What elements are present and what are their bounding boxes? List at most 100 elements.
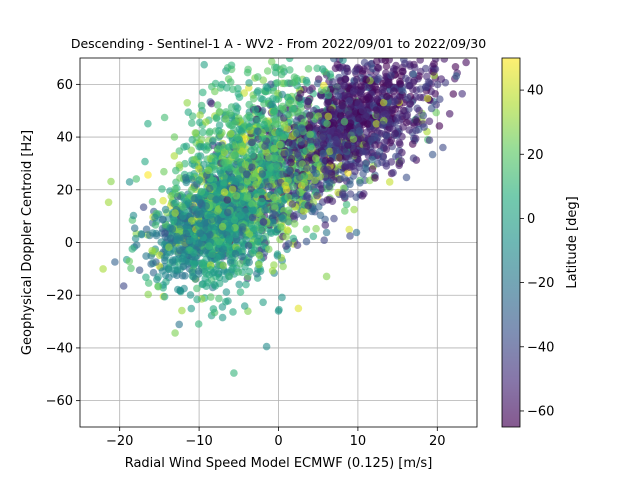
scatter-point — [320, 236, 329, 244]
scatter-point — [248, 163, 256, 171]
scatter-point — [131, 234, 140, 243]
scatter-point — [307, 143, 315, 151]
scatter-point — [390, 87, 398, 95]
scatter-point — [367, 136, 375, 144]
scatter-point — [216, 169, 225, 177]
scatter-point — [220, 188, 229, 196]
scatter-point — [160, 253, 169, 262]
scatter-point — [261, 142, 269, 150]
scatter-point — [435, 122, 444, 130]
scatter-point — [280, 119, 289, 128]
scatter-point — [153, 275, 161, 284]
scatter-point — [171, 209, 179, 217]
scatter-point — [332, 97, 341, 106]
scatter-point — [258, 170, 267, 178]
scatter-point — [300, 207, 308, 215]
scatter-point — [439, 143, 447, 152]
scatter-point — [321, 221, 330, 229]
colorbar-tick-label: 0 — [527, 212, 535, 227]
scatter-point — [321, 215, 329, 224]
scatter-point — [234, 175, 243, 183]
colorbar-tick-label: 40 — [527, 84, 544, 99]
x-tick-label: −10 — [185, 434, 212, 449]
scatter-point — [207, 99, 216, 108]
scatter-point — [368, 165, 377, 173]
scatter-point — [355, 127, 364, 135]
scatter-point — [207, 223, 216, 231]
scatter-point — [382, 62, 391, 70]
scatter-point — [287, 154, 296, 163]
scatter-point — [213, 145, 222, 153]
scatter-point — [324, 91, 333, 100]
scatter-point — [263, 67, 272, 75]
scatter-point — [229, 264, 237, 272]
scatter-point — [171, 189, 179, 198]
scatter-point — [268, 218, 277, 227]
scatter-point — [462, 58, 470, 67]
scatter-point — [338, 133, 346, 141]
scatter-point — [168, 256, 177, 265]
scatter-point — [274, 307, 283, 315]
scatter-point — [191, 129, 200, 137]
scatter-point — [196, 142, 205, 151]
scatter-point — [215, 121, 224, 129]
scatter-point — [229, 308, 237, 316]
scatter-point — [179, 212, 187, 220]
scatter-point — [410, 60, 418, 69]
scatter-point — [262, 342, 271, 351]
scatter-point — [272, 161, 281, 169]
scatter-point — [206, 230, 214, 239]
scatter-point — [353, 63, 362, 72]
scatter-point — [378, 85, 387, 94]
scatter-point — [137, 230, 146, 239]
scatter-point — [265, 182, 273, 191]
scatter-point — [285, 58, 294, 63]
scatter-point — [241, 160, 250, 169]
scatter-point — [362, 75, 371, 84]
scatter-point — [358, 192, 367, 200]
scatter-point — [195, 239, 203, 247]
scatter-point — [233, 133, 242, 141]
scatter-point — [344, 141, 352, 149]
scatter-point — [296, 100, 305, 108]
scatter-point — [458, 90, 467, 98]
scatter-point — [361, 160, 370, 168]
scatter-point — [253, 73, 262, 81]
scatter-point — [352, 228, 361, 237]
scatter-point — [125, 257, 134, 266]
scatter-point — [372, 120, 381, 128]
scatter-point — [193, 295, 201, 304]
scatter-point — [290, 73, 299, 81]
scatter-point — [181, 272, 189, 280]
scatter-point — [210, 268, 218, 277]
scatter-point — [284, 110, 292, 119]
scatter-point — [214, 215, 222, 224]
scatter-point — [219, 261, 228, 270]
scatter-point — [238, 223, 247, 231]
scatter-point — [290, 104, 298, 113]
scatter-point — [190, 195, 199, 203]
scatter-point — [268, 267, 277, 275]
scatter-point — [160, 292, 169, 301]
scatter-point — [285, 99, 294, 108]
scatter-point — [170, 133, 179, 141]
scatter-point — [302, 225, 311, 234]
x-axis-ticks: −20 −10 0 10 20 — [106, 427, 446, 449]
scatter-point — [168, 225, 177, 233]
scatter-point — [270, 201, 279, 210]
scatter-point — [255, 157, 263, 166]
scatter-point — [175, 320, 183, 329]
scatter-point — [169, 216, 178, 225]
scatter-point — [396, 80, 405, 88]
scatter-point — [373, 95, 382, 104]
scatter-point — [306, 130, 315, 139]
scatter-point — [250, 224, 258, 233]
scatter-point — [402, 173, 411, 182]
scatter-point — [203, 142, 211, 150]
scatter-point — [416, 58, 424, 64]
scatter-point — [284, 148, 293, 157]
scatter-point — [360, 58, 369, 67]
scatter-point — [187, 304, 196, 313]
scatter-point — [262, 83, 271, 91]
scatter-point — [181, 249, 189, 258]
